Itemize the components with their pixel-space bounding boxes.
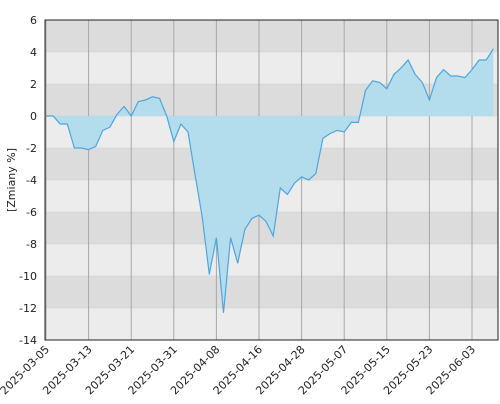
y-tick-label: -12 xyxy=(19,302,37,315)
y-axis-label: [Zmiany %] xyxy=(5,148,18,212)
y-tick-label: 2 xyxy=(30,78,37,91)
y-tick-label: 0 xyxy=(30,110,37,123)
grid-band xyxy=(45,244,498,276)
plot-border xyxy=(44,19,499,341)
y-tick-label: -2 xyxy=(26,142,37,155)
grid-band xyxy=(45,52,498,84)
line xyxy=(46,48,494,313)
y-tick-label: -8 xyxy=(26,238,37,251)
y-tick-label: 6 xyxy=(30,14,37,27)
grid-band xyxy=(45,276,498,308)
y-tick-label: 4 xyxy=(30,46,37,59)
grid-band xyxy=(45,308,498,340)
area xyxy=(46,48,494,313)
grid-band xyxy=(45,20,498,52)
y-tick-label: -6 xyxy=(26,206,37,219)
y-tick-label: -10 xyxy=(19,270,37,283)
y-tick-label: -14 xyxy=(19,334,37,347)
y-tick-label: -4 xyxy=(26,174,37,187)
